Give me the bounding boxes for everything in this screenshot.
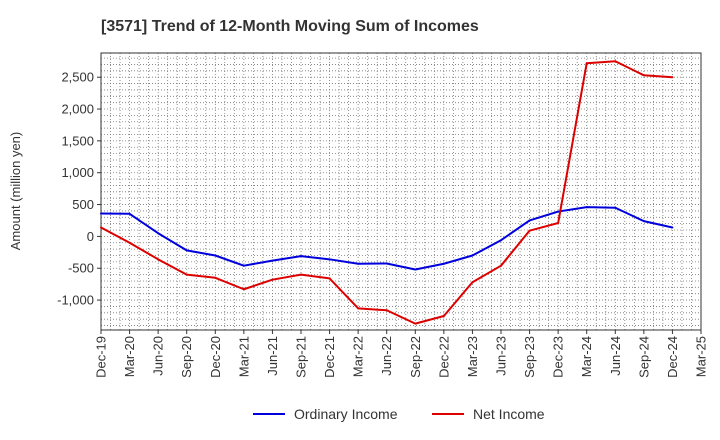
x-tick-label: Jun-22 (379, 336, 394, 376)
ordinary-income-point (128, 212, 131, 215)
y-tick-label: -1,000 (57, 293, 94, 308)
net-income-point (300, 273, 302, 276)
axis-layer: 2,500 2,000 1,500 1,000 500 0 -500 -1,000 Dec-19… (57, 52, 709, 378)
x-tick-label: Sep-22 (408, 336, 423, 378)
x-tick-label: Sep-24 (636, 336, 651, 378)
x-tick-label: Dec-19 (94, 336, 109, 378)
x-tick-label: Dec-22 (436, 336, 451, 378)
net-income-point (471, 281, 474, 284)
y-tick-label: -500 (68, 261, 94, 276)
ordinary-income-point (614, 206, 617, 209)
ordinary-income-point (528, 219, 531, 222)
x-tick-label: Mar-21 (236, 336, 251, 377)
net-income-point (385, 309, 388, 312)
y-tick-label: 2,000 (61, 102, 94, 117)
net-income-point (414, 322, 417, 325)
ordinary-income-point (442, 262, 445, 265)
ordinary-income-point (414, 268, 417, 271)
ordinary-income-point (500, 239, 502, 242)
net-income-point (614, 60, 617, 63)
grid-layer (101, 53, 701, 330)
x-tick-label: Mar-25 (694, 336, 709, 377)
net-income-point (242, 288, 245, 291)
ordinary-income-point (185, 249, 188, 252)
net-income-point (128, 241, 131, 244)
x-tick-label: Dec-20 (208, 336, 223, 378)
legend-label-net-income: Net Income (473, 406, 545, 422)
ordinary-income-point (157, 232, 160, 235)
net-income-point (357, 307, 360, 310)
legend-label-ordinary-income: Ordinary Income (294, 406, 398, 422)
x-tick-label: Mar-23 (465, 336, 480, 377)
net-income-point (185, 273, 188, 276)
legend: Ordinary Income Net Income (253, 406, 545, 422)
y-tick-label: 1,000 (61, 165, 94, 180)
ordinary-income-point (357, 262, 360, 265)
net-income-point (585, 62, 588, 65)
net-income-point (557, 222, 560, 225)
x-tick-label: Jun-23 (494, 336, 509, 376)
net-income-point (328, 277, 331, 280)
net-income-point (442, 314, 445, 317)
x-tick-label: Sep-21 (294, 336, 309, 378)
x-tick-label: Dec-24 (665, 336, 680, 378)
x-tick-label: Sep-23 (522, 336, 537, 378)
net-income-point (500, 264, 502, 267)
ordinary-income-point (328, 258, 331, 261)
x-tick-label: Mar-24 (579, 336, 594, 377)
ordinary-income-point (671, 226, 674, 229)
y-tick-label: 1,500 (61, 133, 94, 148)
net-income-point (157, 258, 160, 261)
plot-frame (100, 52, 702, 331)
net-income-point (214, 276, 217, 279)
x-tick-label: Jun-24 (608, 336, 623, 376)
net-income-point (271, 278, 274, 281)
ordinary-income-point (557, 210, 560, 213)
ordinary-income-point (214, 254, 217, 257)
ordinary-income-point (642, 220, 645, 223)
x-tick-label: Mar-20 (122, 336, 137, 377)
ordinary-income-point (100, 212, 102, 215)
ordinary-income-point (385, 262, 388, 265)
net-income-point (100, 226, 102, 229)
y-axis-label: Amount (million yen) (8, 132, 23, 251)
x-tick-label: Jun-20 (151, 336, 166, 376)
ordinary-income-point (585, 206, 588, 209)
series-layer (100, 60, 674, 325)
ordinary-income-point (242, 264, 245, 267)
net-income-point (642, 74, 645, 77)
ordinary-income-point (271, 259, 274, 262)
net-income-point (528, 229, 531, 232)
y-tick-label: 0 (87, 229, 94, 244)
x-tick-label: Jun-21 (265, 336, 280, 376)
net-income-point (671, 76, 674, 79)
x-tick-label: Mar-22 (351, 336, 366, 377)
x-tick-label: Dec-21 (322, 336, 337, 378)
chart-title: [3571] Trend of 12-Month Moving Sum of I… (101, 18, 479, 35)
y-tick-label: 500 (72, 197, 94, 212)
ordinary-income-point (471, 254, 474, 257)
x-tick-label: Sep-20 (179, 336, 194, 378)
y-tick-label: 2,500 (61, 70, 94, 85)
x-tick-label: Dec-23 (551, 336, 566, 378)
ordinary-income-point (300, 255, 302, 258)
